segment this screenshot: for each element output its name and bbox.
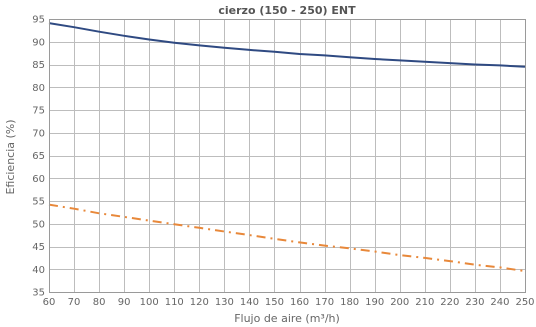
y-tick-label: 90: [32, 37, 45, 48]
series-line-2: [48, 203, 526, 273]
y-tick-label: 35: [32, 288, 45, 299]
x-tick-label: 240: [490, 297, 509, 308]
x-tick-label: 60: [43, 297, 56, 308]
x-tick-label: 170: [315, 297, 334, 308]
y-tick-label: 45: [32, 242, 45, 253]
y-tick-label: 95: [32, 15, 45, 26]
x-tick-label: 190: [365, 297, 384, 308]
plot-frame: [49, 19, 526, 293]
y-tick-label: 60: [32, 174, 45, 185]
x-tick-label: 110: [165, 297, 184, 308]
y-tick-label: 70: [32, 128, 45, 139]
x-tick-label: 150: [265, 297, 284, 308]
y-tick-label: 80: [32, 83, 45, 94]
x-tick-label: 160: [290, 297, 309, 308]
x-tick-label: 130: [215, 297, 234, 308]
chart-title: cierzo (150 - 250) ENT: [218, 4, 356, 17]
grid: [49, 19, 526, 293]
x-tick-label: 250: [515, 297, 534, 308]
x-tick-label: 210: [415, 297, 434, 308]
x-tick-label: 90: [118, 297, 131, 308]
x-tick-label: 140: [240, 297, 259, 308]
x-axis-label: Flujo de aire (m³/h): [234, 312, 340, 325]
y-tick-label: 75: [32, 106, 45, 117]
y-tick-label: 50: [32, 219, 45, 230]
series-layer: [48, 22, 526, 273]
y-tick-label: 85: [32, 60, 45, 71]
x-tick-label: 70: [68, 297, 81, 308]
series-line-1: [48, 22, 526, 68]
x-tick-label: 180: [340, 297, 359, 308]
x-tick-label: 220: [440, 297, 459, 308]
y-tick-label: 40: [32, 265, 45, 276]
y-axis-label: Eficiencia (%): [4, 119, 17, 194]
x-tick-label: 80: [93, 297, 106, 308]
x-tick-label: 200: [390, 297, 409, 308]
x-tick-labels: 60 70 80 90 100 110 120 130 140 150 160 170 180 190 20…: [43, 297, 535, 308]
y-tick-label: 55: [32, 197, 45, 208]
x-tick-label: 100: [140, 297, 159, 308]
y-tick-label: 65: [32, 151, 45, 162]
x-tick-label: 120: [190, 297, 209, 308]
x-tick-label: 230: [465, 297, 484, 308]
y-tick-labels: 35 40 45 50 55 60 65 70 75 80 85 90 95: [32, 15, 45, 299]
